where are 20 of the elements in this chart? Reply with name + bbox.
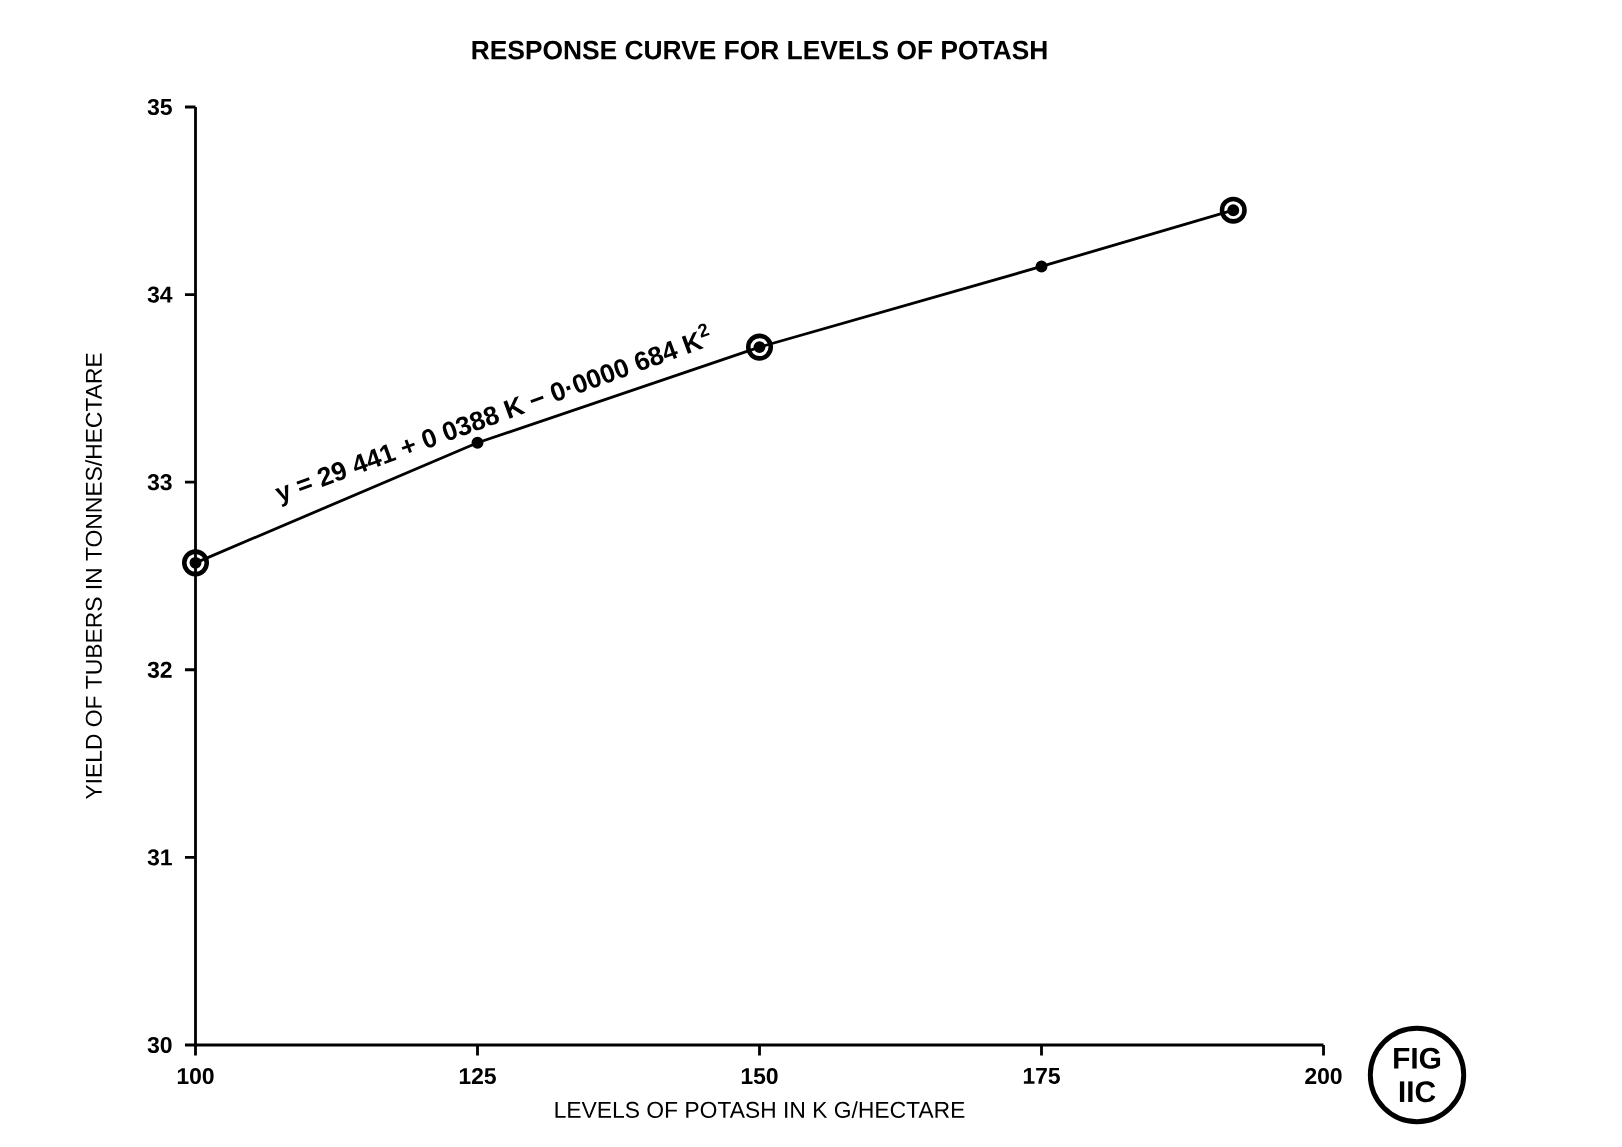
text: FIG [1394, 1047, 1441, 1069]
y-tick-label: 32 [147, 661, 172, 678]
text: IIC [1399, 1081, 1436, 1103]
y-tick-label: 33 [147, 474, 172, 491]
point [1219, 196, 1247, 224]
chart-title: RESPONSE CURVE FOR LEVELS OF POTASH [472, 40, 1047, 60]
y-tick-label: 34 [147, 286, 173, 303]
point [1035, 260, 1048, 273]
x-tick-label: 125 [459, 1067, 496, 1085]
x-axis-title: LEVELS OF POTASH IN K G/HECTARE [555, 1101, 965, 1118]
x-tick-label: 100 [177, 1067, 214, 1085]
y-tick-label: 35 [147, 98, 172, 116]
y-tick-label: 31 [147, 849, 172, 866]
x-tick-label: 150 [741, 1067, 778, 1085]
point [745, 333, 774, 361]
y-axis-title: YIELD OF TUBERS IN TONNES/HECTARE [85, 353, 102, 800]
annotation: y = 29 441 + 0 0388 K − 0·0000 684 K$^{2}$ [274, 323, 710, 507]
x-tick-label: 175 [1023, 1067, 1060, 1084]
y-tick-label: 30 [147, 1036, 172, 1054]
x-tick-label: 200 [1305, 1067, 1342, 1085]
